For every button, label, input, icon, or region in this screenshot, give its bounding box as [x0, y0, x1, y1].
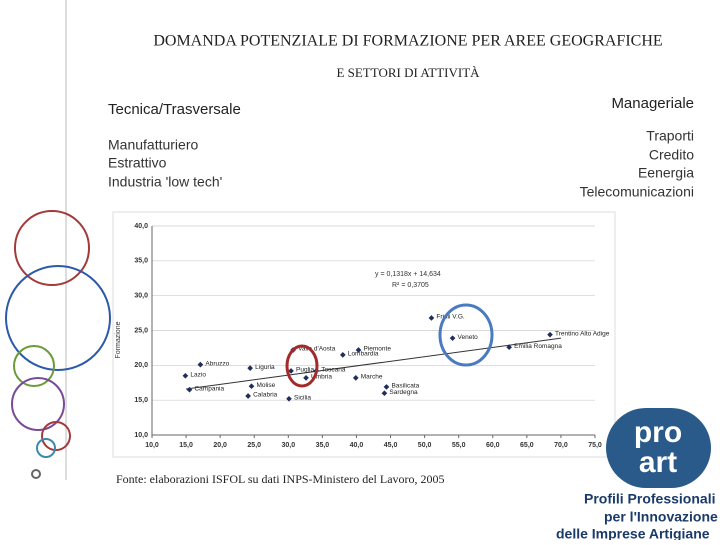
- x-tick-label: 50,0: [418, 442, 432, 449]
- item: Telecomunicazioni: [580, 184, 694, 200]
- chart-frame: [112, 211, 616, 458]
- logo-text: pro: [634, 416, 682, 449]
- point: [428, 315, 435, 321]
- y-axis-label: Formazione: [115, 321, 122, 358]
- r-squared: R² = 0,3705: [392, 282, 429, 289]
- y-tick-label: 10,0: [134, 432, 148, 439]
- logo-line: per l'Innovazione: [604, 509, 718, 525]
- point: [355, 347, 362, 353]
- source: Fonte: elaborazioni ISFOL su dati INPS-M…: [116, 472, 445, 486]
- x-tick-label: 35,0: [316, 442, 330, 449]
- point-label: Liguria: [255, 364, 275, 371]
- point: [286, 395, 292, 402]
- y-tick-label: 30,0: [134, 293, 148, 300]
- logo-mark: [606, 408, 711, 488]
- point: [340, 352, 346, 358]
- point: [197, 361, 204, 368]
- point: [383, 384, 390, 390]
- y-tick-label: 15,0: [134, 397, 148, 404]
- point-label: Piemonte: [364, 346, 392, 353]
- y-tick-label: 40,0: [134, 223, 148, 230]
- point-label: Puglia: [296, 367, 314, 374]
- item: Industria 'low tech': [108, 174, 222, 190]
- point-label: Friuli V.G.: [436, 314, 464, 321]
- point-label: Abruzzo: [205, 360, 229, 367]
- point-label: Lazio: [190, 372, 206, 379]
- item: Estrattivo: [108, 155, 167, 171]
- title: DOMANDA POTENZIALE DI FORMAZIONE PER ARE…: [153, 33, 662, 50]
- point-label: Calabria: [253, 392, 278, 399]
- point-label: Sardegna: [389, 389, 418, 396]
- point: [506, 344, 512, 351]
- point-label: Sicilia: [294, 394, 311, 401]
- y-tick-label: 35,0: [134, 258, 148, 265]
- decoration: [5, 0, 111, 480]
- trend-line: [186, 337, 561, 390]
- point: [182, 372, 189, 379]
- logo-line: delle Imprese Artigiane: [556, 526, 710, 540]
- point: [381, 390, 388, 397]
- plot: 10,0 15,0 20,0 25,0 30,0 35,0 40,0 10,0 15,0 20,0…: [134, 223, 609, 449]
- item: Eenergia: [638, 165, 694, 181]
- x-tick-label: 75,0: [588, 442, 602, 449]
- x-tick-label: 55,0: [452, 442, 466, 449]
- point: [352, 375, 359, 381]
- highlight: [285, 344, 319, 388]
- logo-text: art: [639, 446, 677, 479]
- x-tick-label: 10,0: [145, 442, 159, 449]
- heading: Tecnica/Trasversale: [108, 101, 241, 118]
- x-tick-label: 20,0: [213, 442, 227, 449]
- x-tick-label: 45,0: [384, 442, 398, 449]
- x-tick-label: 70,0: [554, 442, 568, 449]
- x-tick-label: 60,0: [486, 442, 500, 449]
- point-label: Trentino Alto Adige: [555, 330, 610, 337]
- point-label: Molise: [257, 382, 276, 389]
- x-tick-label: 40,0: [350, 442, 364, 449]
- point-label: Lombardia: [348, 351, 379, 358]
- point: [303, 375, 309, 381]
- point: [247, 365, 253, 371]
- item: Credito: [649, 147, 694, 163]
- point: [449, 335, 456, 341]
- title: E SETTORI DI ATTIVITÀ: [336, 65, 480, 80]
- equation: y = 0,1318x + 14,634: [375, 271, 441, 278]
- logo-line: Profili Professionali: [584, 491, 715, 507]
- point-label: Marche: [361, 374, 383, 381]
- point: [248, 383, 255, 390]
- point-label: Valle d'Aosta: [298, 346, 336, 353]
- heading: Manageriale: [611, 95, 694, 112]
- point-label: Umbria: [311, 374, 332, 381]
- point-label: Campania: [194, 385, 224, 392]
- point: [245, 393, 251, 399]
- highlight: [438, 303, 494, 367]
- x-tick-label: 30,0: [281, 442, 295, 449]
- x-tick-label: 25,0: [247, 442, 261, 449]
- x-tick-label: 65,0: [520, 442, 534, 449]
- point-label: Veneto: [458, 334, 479, 341]
- point: [186, 386, 193, 393]
- y-tick-label: 20,0: [134, 362, 148, 369]
- item: Manufatturiero: [108, 137, 198, 153]
- point-label: Basilicata: [391, 383, 419, 390]
- point: [288, 368, 294, 374]
- point-label: Toscana: [321, 367, 346, 374]
- item: Traporti: [646, 128, 694, 144]
- point: [547, 331, 553, 338]
- point-label: Emilia Romagna: [514, 343, 562, 350]
- x-tick-label: 15,0: [179, 442, 193, 449]
- y-tick-label: 25,0: [134, 327, 148, 334]
